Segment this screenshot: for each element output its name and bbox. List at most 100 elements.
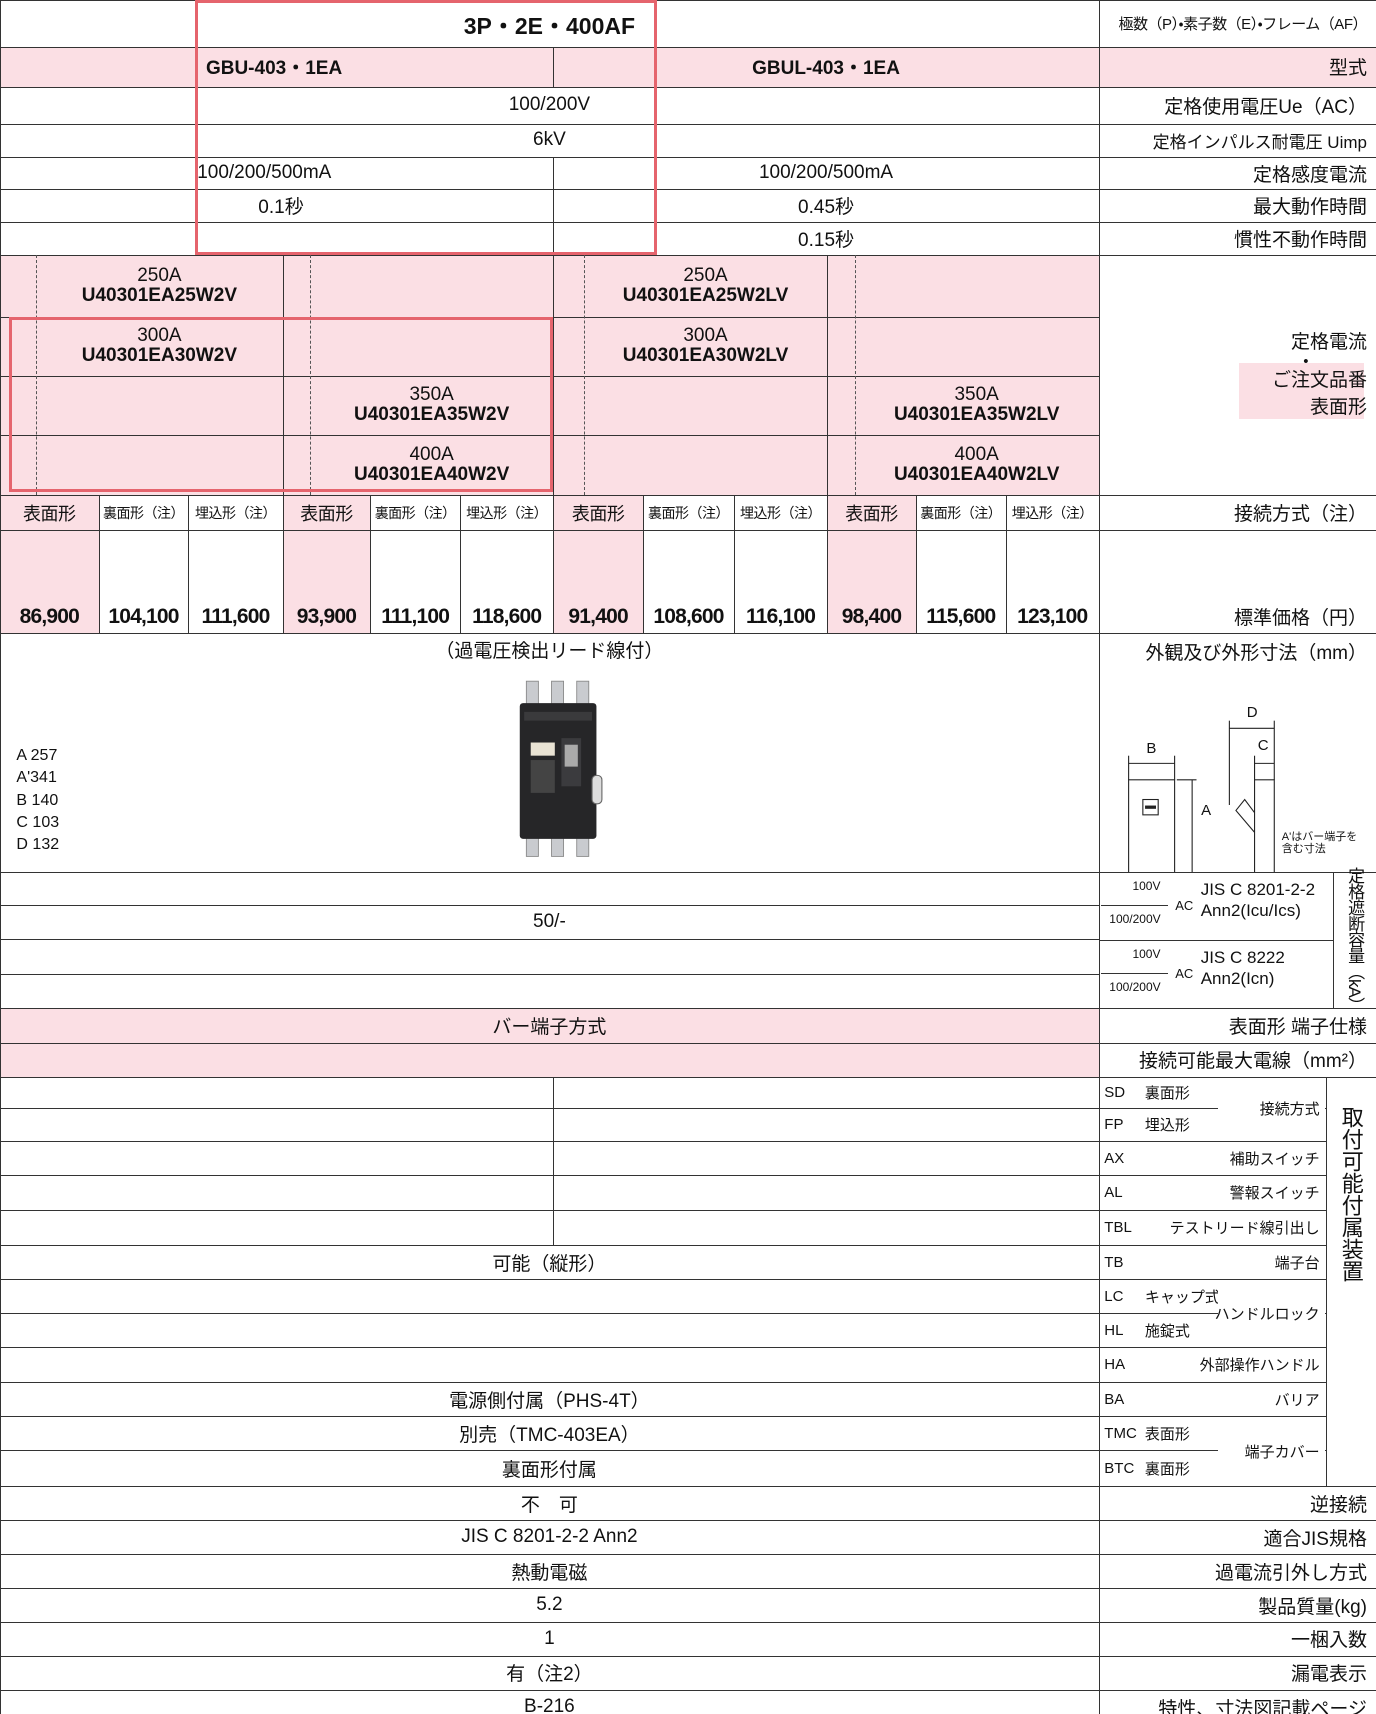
price: 93,900 [296, 604, 357, 628]
accessory-name: 補助スイッチ [1229, 1150, 1320, 1168]
cell [1005, 495, 1100, 532]
accessory-code: HA [1104, 1356, 1126, 1374]
cell [282, 495, 372, 532]
accessory-name: 端子台 [1274, 1254, 1320, 1272]
voltage: 100V [1132, 879, 1161, 893]
price: 98,400 [841, 604, 902, 628]
cell [553, 1210, 1100, 1247]
frame-title: 3P・2E・400AF [463, 12, 636, 39]
cell [553, 255, 829, 318]
diagram-label: D [1246, 704, 1258, 722]
accessory-name: バリア [1274, 1391, 1320, 1409]
row-label: ・ [1296, 351, 1316, 373]
dimension: C 103 [16, 814, 60, 832]
cell [0, 973, 1100, 1009]
rated-current: 300A [683, 325, 728, 347]
cell [0, 1347, 1100, 1384]
cell [1098, 939, 1335, 1009]
order-code: U40301EA35W2LV [893, 404, 1060, 426]
fraction-line [1101, 972, 1168, 974]
vertical-label: 定格遮断容量（kA） [1345, 866, 1365, 1013]
row-label: 外観及び外形寸法（mm） [1145, 643, 1367, 665]
accessory-name: キャップ式 [1144, 1288, 1220, 1306]
cell [0, 1689, 1100, 1714]
dimension-diagram [1099, 690, 1376, 877]
ac: AC [1175, 898, 1194, 914]
cell [0, 1655, 1100, 1691]
cell [1098, 1347, 1327, 1384]
price: 104,100 [108, 604, 179, 628]
image-note: （過電圧検出リード線付） [435, 640, 664, 662]
accessory-name: 埋込形 [1144, 1117, 1190, 1135]
cell [1333, 871, 1376, 1009]
voltage: 100V [1132, 946, 1161, 961]
rating-cell: 250A U40301EA25W2LV [584, 255, 827, 316]
cell [282, 530, 372, 635]
cell [827, 316, 1100, 377]
price: 86,900 [19, 604, 80, 628]
cell [188, 495, 284, 532]
cell [734, 495, 829, 532]
cell [1098, 530, 1376, 635]
group-cover [1218, 1078, 1325, 1141]
connection-type: 埋込形（注） [1011, 504, 1094, 521]
spec-value: 5.2 [536, 1594, 563, 1616]
diagram-label: C [1257, 737, 1269, 755]
accessory-code: BTC [1104, 1459, 1135, 1477]
rated-current: 350A [954, 384, 999, 406]
cell [0, 255, 284, 318]
accessory-code: FP [1104, 1116, 1124, 1134]
cell [1098, 495, 1376, 532]
cell [553, 316, 829, 377]
cell [734, 530, 829, 635]
rated-current: 350A [409, 384, 454, 406]
rated-current: 250A [683, 264, 728, 286]
group-cover [1218, 1417, 1325, 1486]
standard: Ann2(Icu/Ics) [1200, 901, 1301, 921]
cell [553, 1076, 1100, 1110]
cell [0, 1520, 1100, 1556]
vertical-label: 取付可能付属装置 [1338, 1105, 1364, 1282]
rating-cell: 250A U40301EA25W2V [36, 255, 282, 316]
cell [553, 1141, 1100, 1177]
spec-value: JIS C 8201-2-2 Ann2 [461, 1526, 638, 1548]
cell [0, 530, 100, 635]
cell [553, 47, 1100, 88]
row-label: 定格電流 [1290, 332, 1367, 354]
accessory-code: AL [1104, 1184, 1123, 1202]
row-label: 極数（P）・素子数（E）・フレーム（AF） [1118, 16, 1368, 34]
cell [0, 1042, 1100, 1078]
connection-type: 裏面形（注） [103, 504, 184, 521]
cell [0, 1486, 1100, 1522]
cell [0, 434, 284, 497]
cell [0, 123, 1100, 158]
spec-value: バー端子方式 [492, 1016, 607, 1038]
cell [1098, 1245, 1327, 1281]
cell [0, 1554, 1100, 1590]
accessory-code: SD [1104, 1083, 1126, 1101]
row-label: ご注文品番 [1271, 369, 1367, 391]
rating-cell: 350A U40301EA35W2LV [855, 376, 1099, 435]
accessory-name: テストリード線引出し [1169, 1220, 1320, 1238]
row-label: 標準価格（円） [1233, 608, 1367, 630]
accessory-code: TB [1104, 1253, 1124, 1271]
spec-value: 6kV [533, 129, 566, 151]
row-label: 慣性不動作時間 [1233, 230, 1367, 252]
order-code: U40301EA35W2V [354, 404, 510, 426]
connection-type: 表面形 [300, 503, 353, 524]
voltage: 100/200V [1109, 979, 1161, 994]
accessory-group: 端子カバー [1244, 1443, 1320, 1461]
rating-cell: 400A U40301EA40W2V [310, 435, 553, 495]
rating-cell: 350A U40301EA35W2V [310, 376, 553, 435]
spec-value: 1 [544, 1627, 555, 1649]
order-code: U40301EA30W2V [81, 345, 238, 367]
spec-value: 50/- [533, 910, 566, 932]
cell [0, 938, 1100, 975]
group-cover [1218, 1280, 1325, 1346]
price: 111,600 [201, 604, 271, 628]
cell [0, 86, 1100, 125]
order-code: U40301EA30W2LV [622, 345, 789, 367]
spec-value: 熱動電磁 [511, 1562, 588, 1584]
cell [1098, 1141, 1327, 1177]
spec-value: 電源側付属（PHS-4T） [449, 1390, 650, 1412]
